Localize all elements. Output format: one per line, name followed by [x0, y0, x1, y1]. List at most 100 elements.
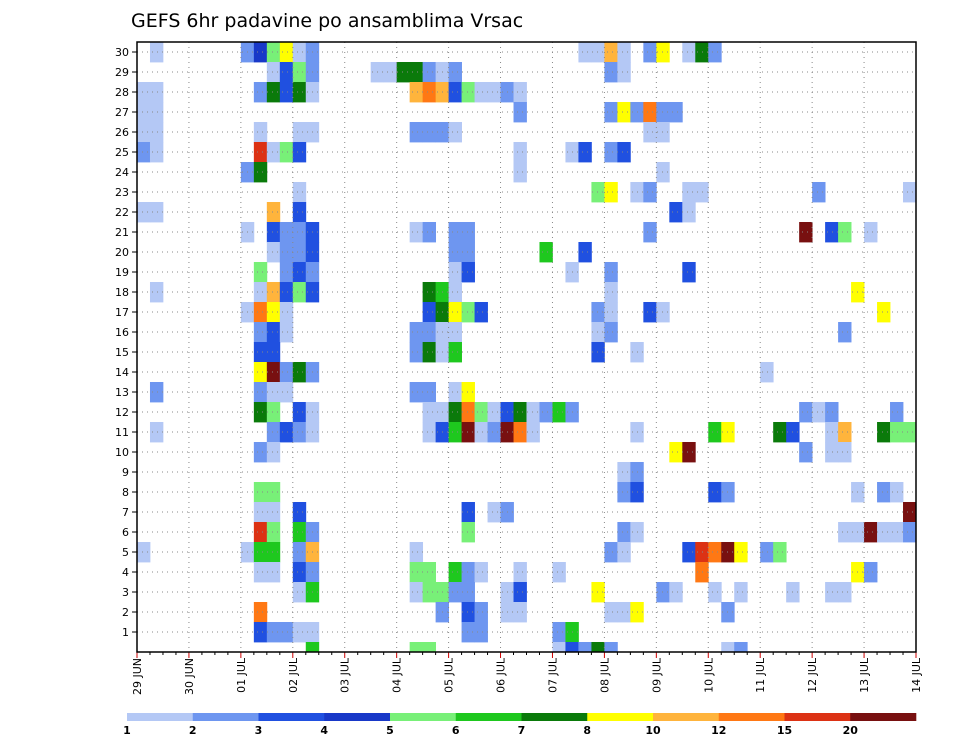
x-tick-label: 10 JUL	[702, 657, 715, 693]
x-tick-label: 04 JUL	[391, 657, 404, 693]
heatmap-cell	[617, 542, 631, 563]
heatmap-cell	[513, 602, 527, 623]
heatmap-cell	[461, 382, 475, 403]
y-tick-label: 15	[115, 346, 129, 359]
heatmap-cell	[604, 262, 618, 283]
heatmap-cell	[617, 462, 631, 483]
heatmap-cell	[461, 622, 475, 643]
plot-frame	[136, 41, 917, 653]
heatmap-cell	[773, 542, 787, 563]
heatmap-cell	[266, 362, 281, 383]
heatmap-cell	[643, 42, 657, 63]
heatmap-cell	[149, 82, 164, 103]
y-tick-label: 23	[115, 186, 129, 199]
heatmap-cell	[253, 162, 268, 183]
colorbar-swatch	[587, 713, 654, 721]
colorbar-swatch	[258, 713, 325, 721]
heatmap-cell	[253, 502, 268, 523]
heatmap-cell	[279, 42, 294, 63]
heatmap-cell	[266, 42, 281, 63]
heatmap-cell	[292, 82, 307, 103]
heatmap-cell	[578, 142, 592, 163]
heatmap-cell	[279, 142, 294, 163]
y-tick-label: 20	[115, 246, 129, 259]
heatmap-cell	[487, 502, 501, 523]
heatmap-cell	[760, 542, 774, 563]
heatmap-cell	[409, 562, 424, 583]
colorbar-swatch	[653, 713, 720, 721]
x-tick-label: 01 JUL	[235, 657, 248, 693]
heatmap-cell	[292, 282, 307, 303]
heatmap-cell	[695, 542, 709, 563]
heatmap-cell	[604, 302, 618, 323]
heatmap-cell	[253, 142, 268, 163]
heatmap-cell	[266, 82, 281, 103]
heatmap-cell	[422, 302, 437, 323]
heatmap-cell	[253, 82, 268, 103]
heatmap-cell	[422, 642, 437, 653]
heatmap-cell	[565, 642, 579, 653]
heatmap-cell	[448, 582, 462, 603]
heatmap-cell	[279, 62, 294, 83]
heatmap-cell	[591, 342, 605, 363]
heatmap-cell	[838, 222, 852, 243]
colorbar-label: 3	[255, 724, 263, 737]
heatmap-cell	[409, 382, 424, 403]
heatmap-cell	[266, 482, 281, 503]
heatmap-cell	[708, 42, 722, 63]
heatmap-cell	[591, 322, 605, 343]
colorbar-swatch	[192, 713, 259, 721]
heatmap-cell	[422, 282, 437, 303]
y-tick-label: 28	[115, 86, 129, 99]
heatmap-cell	[279, 302, 294, 323]
heatmap-cell	[253, 342, 268, 363]
heatmap-cell	[137, 542, 151, 563]
heatmap-cell	[734, 642, 748, 653]
heatmap-cell	[461, 222, 475, 243]
heatmap-cell	[578, 42, 592, 63]
heatmap-cell	[253, 122, 268, 143]
heatmap-cell	[656, 302, 670, 323]
heatmap-cell	[669, 202, 683, 223]
heatmap-cell	[253, 282, 268, 303]
x-tick-label: 13 JUL	[858, 657, 871, 693]
heatmap-cell	[734, 542, 748, 563]
heatmap-cell	[409, 122, 424, 143]
heatmap-cell	[422, 322, 437, 343]
heatmap-cell	[669, 442, 683, 463]
heatmap-cell	[461, 242, 475, 263]
heatmap-cell	[292, 122, 307, 143]
heatmap-cell	[266, 422, 281, 443]
heatmap-cell	[292, 202, 307, 223]
heatmap-cell	[409, 582, 424, 603]
heatmap-cell	[253, 42, 268, 63]
x-tick-label: 08 JUL	[598, 657, 611, 693]
heatmap-cell	[279, 382, 294, 403]
heatmap-cell	[279, 82, 294, 103]
heatmap-cell	[656, 582, 670, 603]
heatmap-cell	[422, 122, 437, 143]
y-tick-label: 27	[115, 106, 129, 119]
y-tick-label: 3	[122, 586, 129, 599]
colorbar-label: 7	[518, 724, 526, 737]
heatmap-cell	[890, 422, 904, 443]
colorbar-label: 8	[583, 724, 591, 737]
heatmap-cell	[461, 422, 475, 443]
x-tick-label: 29 JUN	[131, 658, 144, 695]
heatmap-cell	[266, 242, 281, 263]
heatmap-cell	[604, 142, 618, 163]
heatmap-cell	[799, 402, 813, 423]
heatmap-cell	[643, 122, 657, 143]
heatmap-cell	[643, 102, 657, 123]
heatmap-cell	[137, 122, 151, 143]
heatmap-cell	[461, 562, 475, 583]
heatmap-cell	[253, 542, 268, 563]
heatmap-cell	[604, 42, 618, 63]
y-tick-label: 21	[115, 226, 129, 239]
y-tick-label: 30	[115, 46, 129, 59]
heatmap-cell	[799, 222, 813, 243]
heatmap-cell	[617, 522, 631, 543]
colorbar-label: 15	[777, 724, 792, 737]
y-tick-label: 29	[115, 66, 129, 79]
dotted-grid	[137, 42, 916, 652]
